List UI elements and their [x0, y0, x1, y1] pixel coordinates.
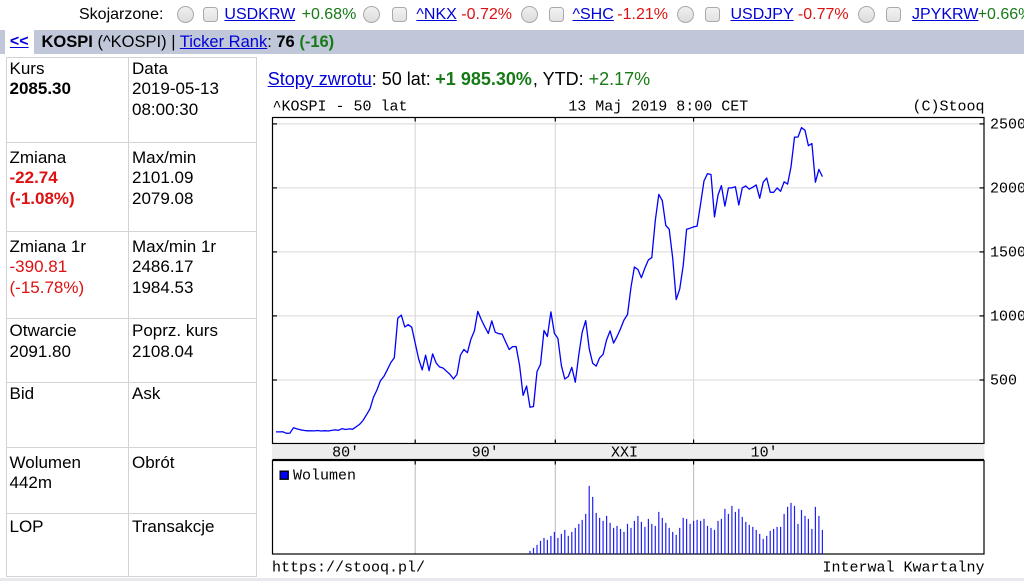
- svg-text:Wolumen: Wolumen: [293, 467, 356, 484]
- svg-text:https://stooq.pl/: https://stooq.pl/: [272, 560, 425, 577]
- svg-text:XXI: XXI: [611, 445, 638, 462]
- svg-text:80': 80': [332, 445, 359, 462]
- svg-text:90': 90': [472, 445, 499, 462]
- svg-text:(C)Stooq: (C)Stooq: [912, 99, 984, 116]
- svg-text:Interwal Kwartalny: Interwal Kwartalny: [822, 560, 984, 577]
- svg-text:1500: 1500: [990, 245, 1024, 262]
- svg-text:500: 500: [990, 373, 1017, 390]
- svg-text:^KOSPI - 50 lat: ^KOSPI - 50 lat: [273, 99, 408, 116]
- svg-text:13 Maj 2019 8:00 CET: 13 Maj 2019 8:00 CET: [568, 99, 748, 116]
- svg-text:1000: 1000: [990, 309, 1024, 326]
- svg-text:10': 10': [751, 445, 778, 462]
- svg-text:2500: 2500: [990, 117, 1024, 134]
- svg-text:2000: 2000: [990, 181, 1024, 198]
